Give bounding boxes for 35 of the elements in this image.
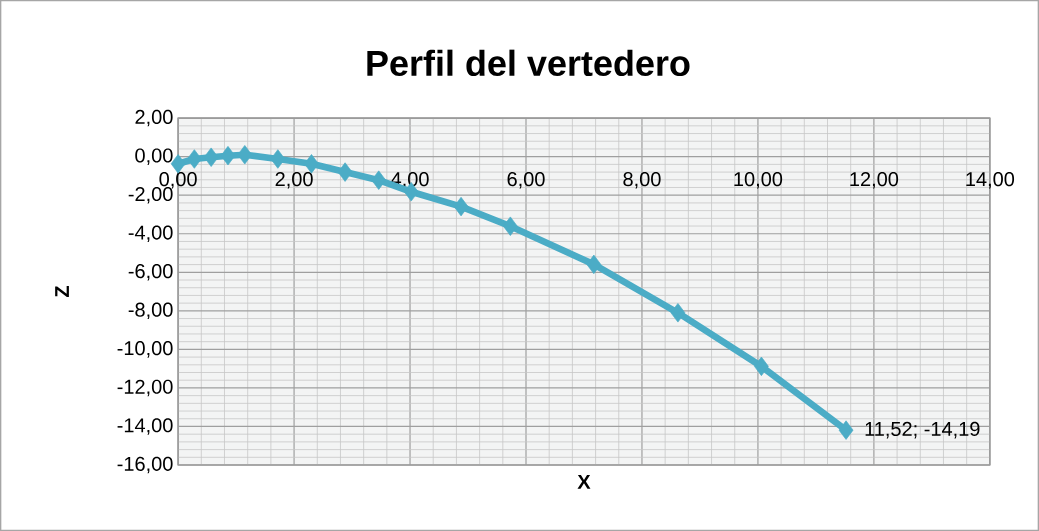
x-tick-label: 6,00 [507, 171, 545, 189]
y-axis-title: Z [55, 285, 69, 298]
point [187, 149, 202, 169]
y-tick-label: -8,00 [128, 302, 173, 320]
point [754, 356, 769, 376]
x-tick-label: 8,00 [623, 171, 661, 189]
annotation: 11,52; -14,19 [865, 421, 980, 439]
point [503, 216, 518, 236]
point [304, 154, 319, 174]
point [453, 196, 469, 217]
point [220, 145, 236, 166]
x-tick-label: 10,00 [734, 171, 783, 189]
point [270, 149, 286, 169]
point [337, 162, 353, 182]
y-tick-label: -12,00 [117, 379, 173, 397]
x-tick-label: 14,00 [966, 171, 1015, 189]
y-tick-label: -6,00 [128, 263, 173, 281]
point [838, 420, 854, 440]
x-tick-label: 12,00 [850, 171, 899, 189]
x-tick-label: 2,00 [275, 171, 313, 189]
y-tick-label: -4,00 [128, 225, 173, 242]
chart-title: Perfil del vertedero [367, 49, 690, 77]
y-tick-label: -10,00 [117, 341, 173, 358]
y-tick-label: -14,00 [117, 418, 173, 435]
point [670, 303, 686, 323]
point [237, 144, 253, 165]
x-tick-label: 0,00 [159, 171, 197, 189]
point [586, 254, 602, 274]
y-tick-label: -2,00 [128, 186, 173, 204]
point [371, 170, 387, 190]
y-tick-label: 0,00 [135, 148, 173, 165]
point [203, 147, 219, 167]
y-tick-label: 2,00 [135, 109, 173, 127]
x-axis-title: X [577, 474, 591, 489]
y-tick-label: -16,00 [117, 456, 173, 474]
